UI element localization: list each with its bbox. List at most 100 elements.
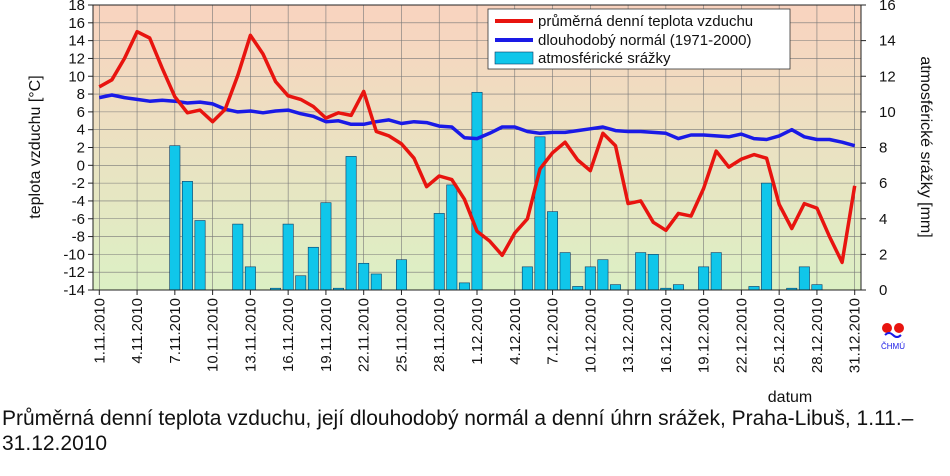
precip-bar (748, 286, 760, 291)
logo-dot-right (894, 323, 904, 333)
y-tick-label: 10 (68, 68, 85, 85)
precip-bar (282, 223, 294, 291)
precip-bar (521, 266, 533, 291)
precip-bar (584, 266, 596, 291)
precip-bar (761, 182, 773, 291)
y-tick-label: 8 (77, 86, 85, 103)
y-tick-label: -2 (72, 175, 85, 192)
precip-bar (169, 145, 181, 291)
x-tick-label: 22.11.2010 (356, 298, 373, 372)
x-tick-label: 25.12.2010 (771, 298, 788, 373)
x-tick-label: 1.12.2010 (469, 298, 486, 365)
y2-tick-label: 2 (879, 246, 887, 263)
precip-bar (345, 156, 357, 291)
precip-bar (471, 91, 483, 291)
legend: průměrná denní teplota vzduchu dlouhodob… (487, 8, 791, 70)
y2-axis-title: atmosférické srážky [mm] (917, 56, 934, 237)
precip-bar (307, 246, 319, 291)
x-axis-ticks: 1.11.2010 4.11.2010 7.11.2010 10.11.2010 13.… (91, 290, 864, 373)
y-tick-label: -12 (63, 264, 85, 281)
x-tick-label: 16.11.2010 (280, 298, 297, 372)
x-tick-label: 16.12.2010 (658, 298, 675, 373)
precip-bar (672, 284, 684, 291)
precip-bar (244, 266, 256, 291)
precip-bar (534, 136, 546, 291)
logo-text: ČHMÚ (881, 342, 905, 351)
y-tick-label: 6 (77, 104, 85, 121)
logo-wave (884, 332, 902, 338)
x-tick-label: 28.11.2010 (431, 298, 448, 372)
logo-dot-left (882, 323, 892, 333)
legend-precip-label: atmosférické srážky (538, 50, 671, 67)
y-tick-label: 4 (77, 122, 85, 139)
legend-box (487, 8, 791, 70)
y2-tick-label: 4 (879, 211, 887, 228)
precip-bar (610, 284, 621, 291)
precip-bar (547, 211, 559, 291)
x-tick-label: 19.12.2010 (696, 298, 713, 373)
y-axis-title: teplota vzduchu [°C] (27, 75, 44, 218)
precip-bar (811, 284, 823, 291)
precip-bar (698, 266, 710, 291)
y2-tick-label: 0 (879, 282, 887, 299)
x-tick-label: 13.12.2010 (620, 298, 637, 373)
y-tick-label: -14 (63, 282, 85, 299)
precip-bar (370, 273, 382, 291)
legend-normal-label: dlouhodobý normál (1971-2000) (538, 32, 751, 49)
x-axis-title: datum (768, 389, 812, 404)
y-tick-label: 16 (68, 15, 85, 32)
x-tick-label: 10.11.2010 (205, 298, 222, 372)
precip-bar (395, 259, 407, 291)
x-tick-label: 19.11.2010 (318, 298, 335, 372)
daily-temperature-line (98, 29, 857, 265)
x-tick-label: 22.12.2010 (733, 298, 750, 373)
y-tick-label: -6 (72, 211, 85, 228)
y2-tick-label: 6 (879, 175, 887, 192)
precip-bar (798, 266, 810, 291)
x-tick-label: 31.12.2010 (847, 298, 864, 373)
x-tick-label: 1.11.2010 (91, 298, 108, 364)
precip-bar (446, 184, 458, 291)
x-tick-label: 7.12.2010 (545, 298, 562, 365)
precip-bar (597, 259, 609, 291)
precipitation-bars (169, 91, 823, 291)
precip-bar (647, 254, 659, 291)
precip-bar (710, 252, 722, 291)
figure-caption: Průměrná denní teplota vzduchu, její dlo… (2, 407, 914, 455)
legend-precip-swatch (494, 51, 534, 65)
precip-bar (320, 202, 332, 291)
precip-bar (572, 286, 584, 291)
y2-tick-label: 14 (879, 33, 896, 50)
y-tick-label: -10 (63, 246, 85, 263)
x-tick-label: 7.11.2010 (167, 298, 184, 364)
x-tick-label: 13.11.2010 (242, 298, 259, 372)
precip-bar (181, 181, 193, 291)
y-tick-label: 12 (68, 50, 85, 67)
legend-temp-label: průměrná denní teplota vzduchu (538, 13, 753, 30)
precip-bar (232, 223, 244, 291)
x-tick-label: 4.12.2010 (507, 298, 524, 365)
y2-tick-label: 10 (879, 104, 896, 121)
y2-tick-label: 12 (879, 68, 896, 85)
precip-bar (295, 275, 307, 291)
x-tick-label: 25.11.2010 (393, 298, 410, 372)
precip-bar (433, 213, 445, 291)
x-tick-label: 4.11.2010 (129, 298, 146, 364)
y-tick-label: -8 (72, 229, 85, 246)
precip-bar (194, 220, 206, 291)
precip-bar (559, 252, 571, 291)
y-tick-label: 18 (68, 0, 85, 14)
y-tick-label: 14 (68, 33, 85, 50)
x-tick-label: 28.12.2010 (809, 298, 826, 373)
precip-bar (635, 252, 647, 291)
x-tick-label: 10.12.2010 (582, 298, 599, 373)
y-tick-label: -4 (72, 193, 85, 210)
y2-tick-label: 16 (879, 0, 896, 14)
y-tick-label: 2 (77, 140, 85, 157)
precip-bar (458, 282, 470, 291)
y2-tick-label: 8 (879, 140, 887, 157)
right-axis-ticks: 0 2 4 6 8 10 12 14 16 (861, 0, 896, 299)
chmu-logo: ČHMÚ (881, 323, 905, 351)
